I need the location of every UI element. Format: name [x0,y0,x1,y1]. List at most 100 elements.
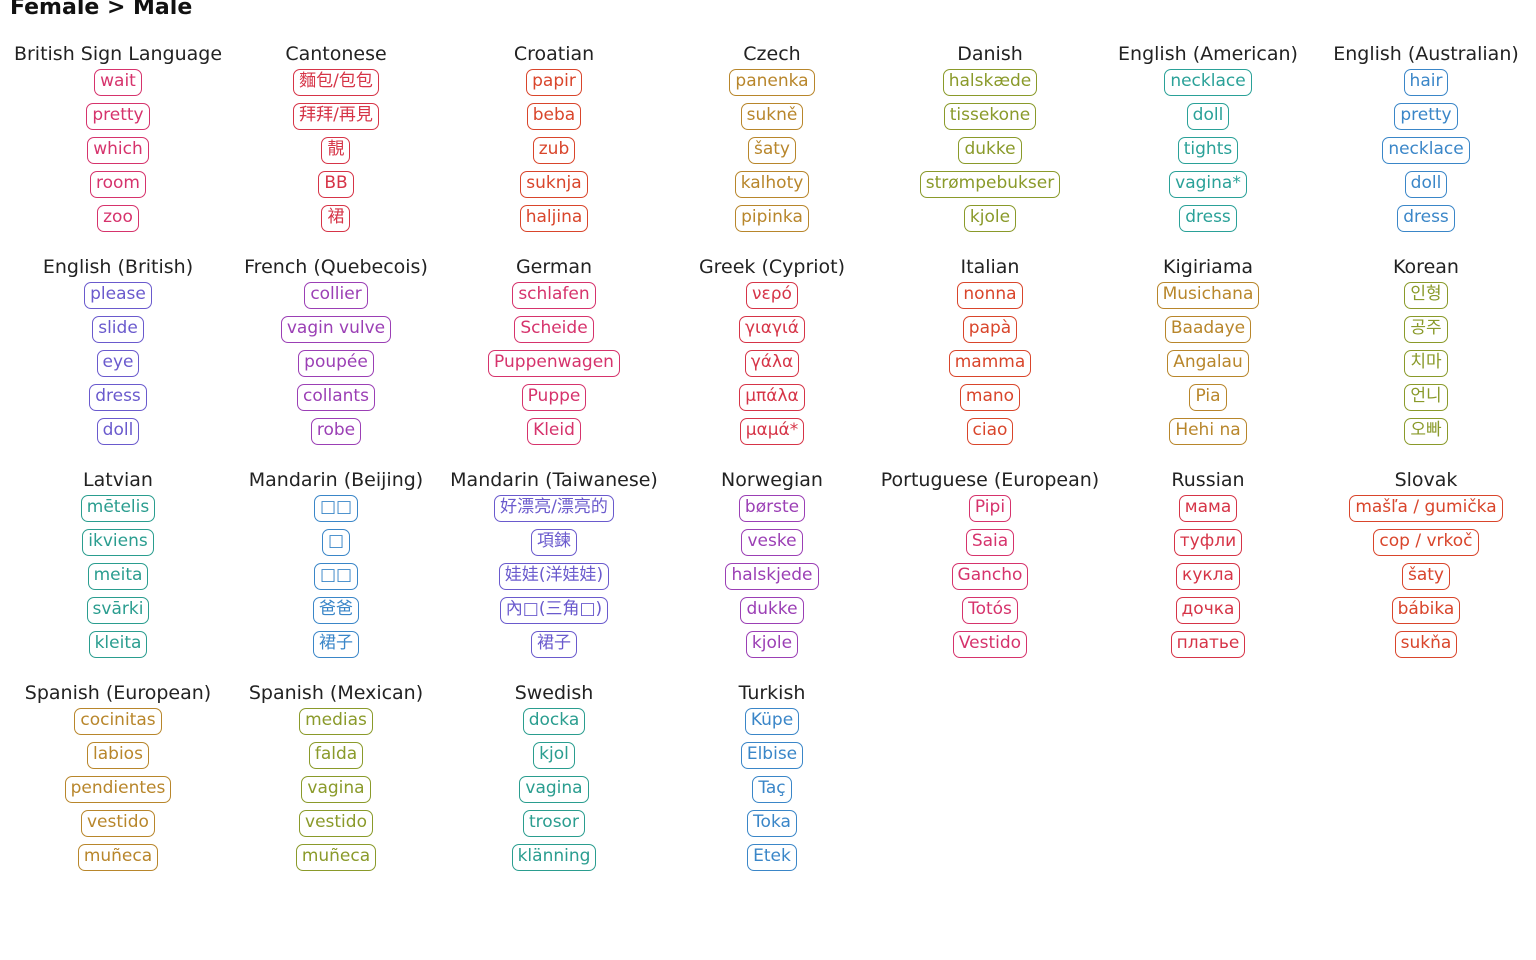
word-chip: hair [1403,69,1449,96]
word-chip: zoo [97,205,139,232]
word-chip: 內□(三角□) [499,597,609,624]
word-chip: vagina [519,776,589,803]
language-name: Turkish [738,682,806,704]
word-chip: мама [1178,495,1238,522]
word-chip: šaty [747,137,796,164]
word-list: Küpe Elbise Taç Toka Etek [740,708,804,878]
word-chip: платье [1170,631,1246,658]
word-chip: trosor [523,810,585,837]
language-name: Cantonese [285,43,387,65]
language-name: German [515,256,593,278]
language-name: Spanish (European) [24,682,212,704]
word-list: børste veske halskjede dukke kjole [725,495,819,665]
word-chip: vagin vulve [280,316,392,343]
word-list: Pipi Saia Gancho Totós Vestido [951,495,1029,665]
language-name: Norwegian [721,469,823,491]
word-list: wait pretty which room zoo [86,69,150,239]
word-chip: haljina [519,205,589,232]
word-chip: Scheide [514,316,594,343]
word-chip: Kleid [527,418,581,445]
language-group: Czech panenka sukně šaty kalhoty pipinka [663,37,881,250]
language-group: English (Australian) hair pretty necklace do… [1317,37,1535,250]
language-group: French (Quebecois) collier vagin vulve poup… [227,250,445,463]
word-chip: 裙子 [530,631,577,658]
word-chip: muñeca [295,844,377,871]
word-chip: klänning [511,844,597,871]
language-group: Spanish (European) cocinitas labios pendien… [9,676,227,889]
language-group: Cantonese 麵包/包包 拜拜/再見靚 BB 裙 [227,37,445,250]
word-list: medias falda vagina vestido muñeca [295,708,377,878]
word-chip: collier [304,282,368,309]
word-chip: kleita [88,631,148,658]
word-chip: vestido [81,810,155,837]
word-chip: zub [532,137,576,164]
word-chip: doll [1186,103,1230,130]
word-chip: slide [92,316,144,343]
language-name: Swedish [514,682,594,704]
word-chip: туфли [1173,529,1243,556]
word-chip: vagina* [1169,171,1247,198]
word-chip: Etek [747,844,797,871]
word-chip: mašľa / gumička [1349,495,1503,522]
word-chip: 裙子 [313,631,359,658]
language-name: Slovak [1394,469,1458,491]
word-chip: necklace [1164,69,1252,96]
word-chip: šaty [1401,563,1450,590]
word-chip: pretty [86,103,150,130]
language-name: Italian [960,256,1020,278]
word-chip: eye [96,350,140,377]
word-chip: Musichana [1156,282,1260,309]
language-name: Danish [957,43,1023,65]
word-chip: Pia [1189,384,1227,411]
word-chip: necklace [1382,137,1470,164]
language-group: Croatian papir beba zub suknja haljina [445,37,663,250]
word-chip: mano [959,384,1021,411]
word-chip: 爸爸 [313,597,359,624]
word-chip: Hehi na [1169,418,1247,445]
word-chip: Saia [965,529,1015,556]
word-chip: papir [526,69,582,96]
word-chip: kalhoty [734,171,810,198]
language-name: French (Quebecois) [244,256,428,278]
word-chip: ciao [966,418,1014,445]
word-chip: docka [522,708,586,735]
language-name: Kigiriama [1163,256,1253,278]
word-chip: дочка [1175,597,1241,624]
language-group: Norwegian børste veske halskjede dukke kjole [663,463,881,676]
word-chip: room [90,171,146,198]
word-list: 인형 공주 치마 언니 오빠 [1404,282,1448,452]
word-chip: Vestido [952,631,1028,658]
word-chip: dukke [740,597,804,624]
word-list: panenka sukně šaty kalhoty pipinka [729,69,815,239]
word-chip: cocinitas [74,708,162,735]
word-chip: labios [87,742,149,769]
word-chip: 麵包/包包 [293,69,379,96]
word-chip: nonna [957,282,1023,309]
word-chip: meita [87,563,149,590]
word-chip: 靚 [321,137,351,164]
word-chip: □ [321,529,351,556]
language-name: Mandarin (Beijing) [248,469,424,491]
language-group: Italian nonna papà mamma mano ciao [881,250,1099,463]
language-group: English (American) necklace doll tights vagi… [1099,37,1317,250]
language-name: Mandarin (Taiwanese) [450,469,658,491]
language-name: English (American) [1118,43,1298,65]
word-chip: pipinka [735,205,809,232]
word-list: □□ □ □□ 爸爸 裙子 [313,495,359,665]
word-chip: which [87,137,149,164]
word-chip: cop / vrkoč [1373,529,1479,556]
word-chip: 好漂亮/漂亮的 [494,495,614,522]
word-chip: doll [96,418,140,445]
word-chip: suknja [520,171,588,198]
word-chip: Angalau [1167,350,1249,377]
language-group: Swedish docka kjol vagina trosor klänning [445,676,663,889]
language-group: British Sign Language wait pretty which room… [9,37,227,250]
word-chip: beba [526,103,582,130]
word-chip: кукла [1176,563,1240,590]
word-chip: 項鍊 [530,529,577,556]
word-list: necklace doll tights vagina* dress [1164,69,1252,239]
word-chip: □□ [313,563,359,590]
word-chip: collants [297,384,375,411]
word-chip: kjol [533,742,575,769]
word-chip: γιαγιά [738,316,806,343]
